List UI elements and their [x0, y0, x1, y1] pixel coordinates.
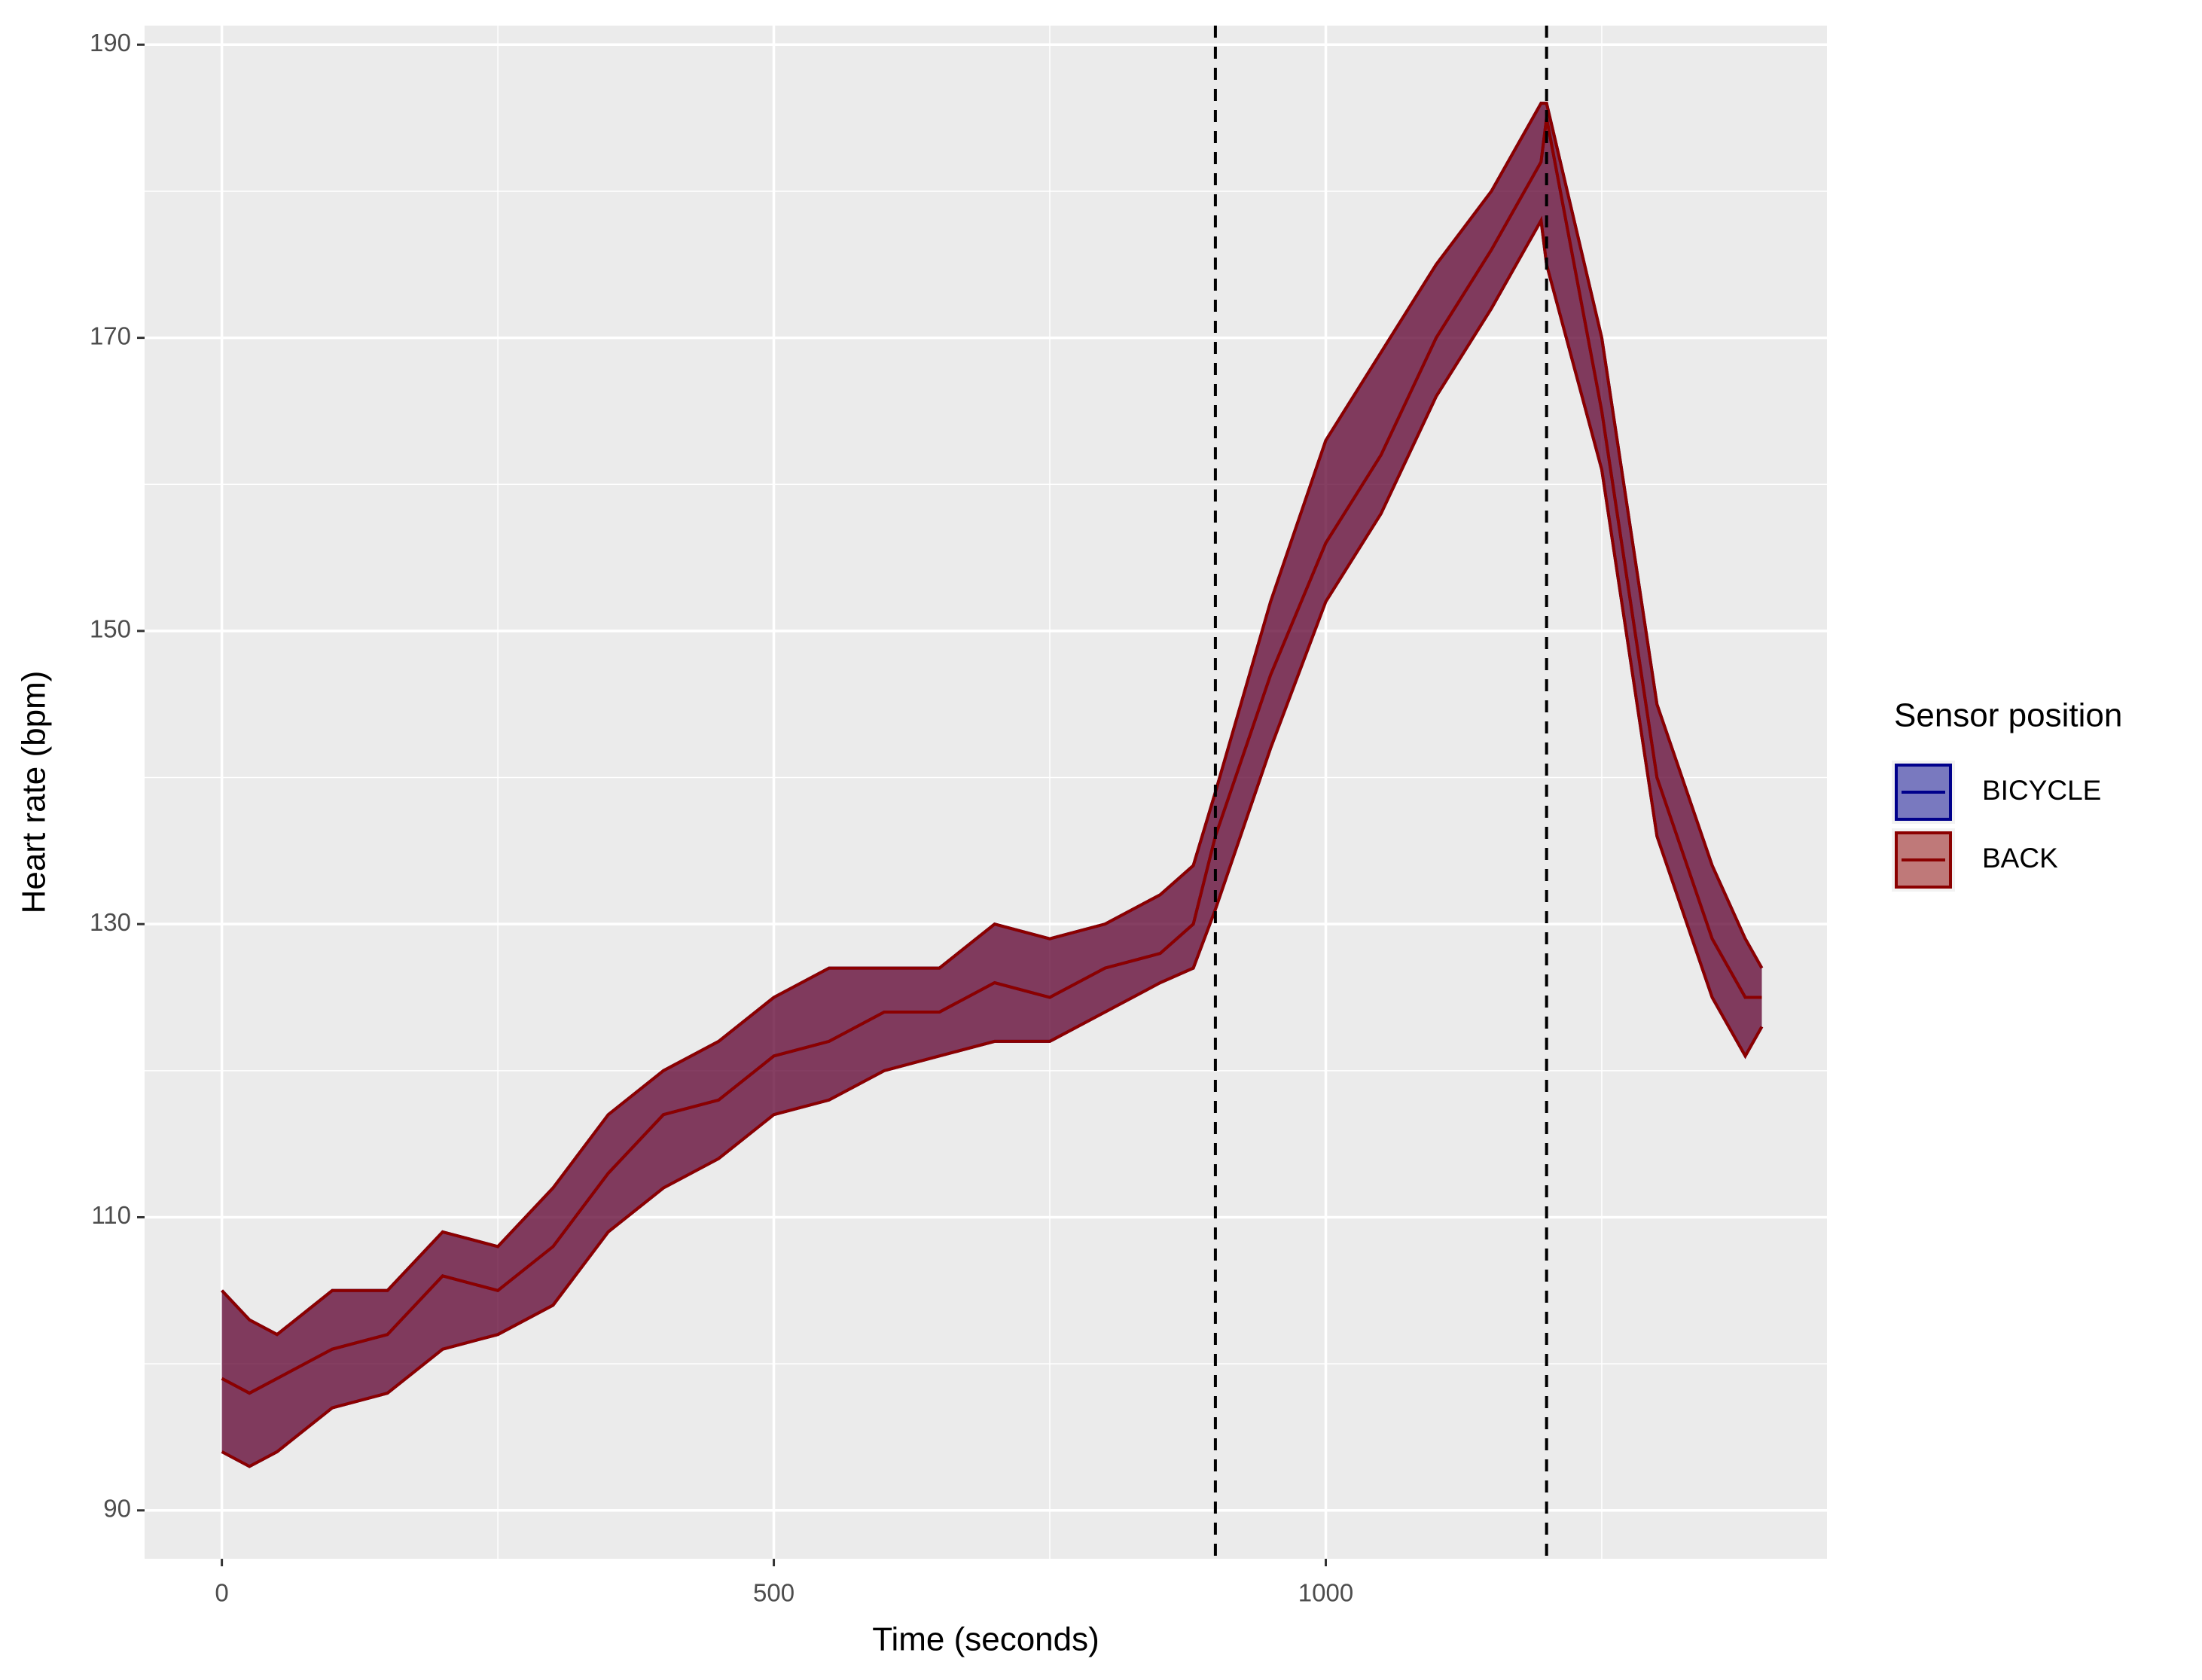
x-axis-title: Time (seconds) — [872, 1621, 1099, 1658]
x-tick-label: 1000 — [1298, 1579, 1353, 1607]
legend-label: BACK — [1982, 843, 2058, 874]
x-tick-label: 500 — [753, 1579, 794, 1607]
y-tick-label: 190 — [90, 29, 131, 56]
y-tick-label: 130 — [90, 908, 131, 936]
legend-title: Sensor position — [1894, 697, 2122, 734]
y-axis-title: Heart rate (bpm) — [16, 671, 53, 914]
ribbon-edge — [221, 215, 1764, 1468]
line — [221, 117, 1762, 1395]
ribbon-edge — [221, 102, 1764, 1337]
ribbon — [221, 103, 1762, 1467]
x-tick-label: 0 — [215, 1579, 228, 1607]
y-tick-label: 90 — [103, 1494, 131, 1522]
y-tick-label: 110 — [91, 1201, 131, 1229]
legend-label: BICYCLE — [1982, 775, 2101, 806]
y-tick-label: 170 — [90, 322, 131, 349]
y-tick-label: 150 — [90, 615, 131, 643]
